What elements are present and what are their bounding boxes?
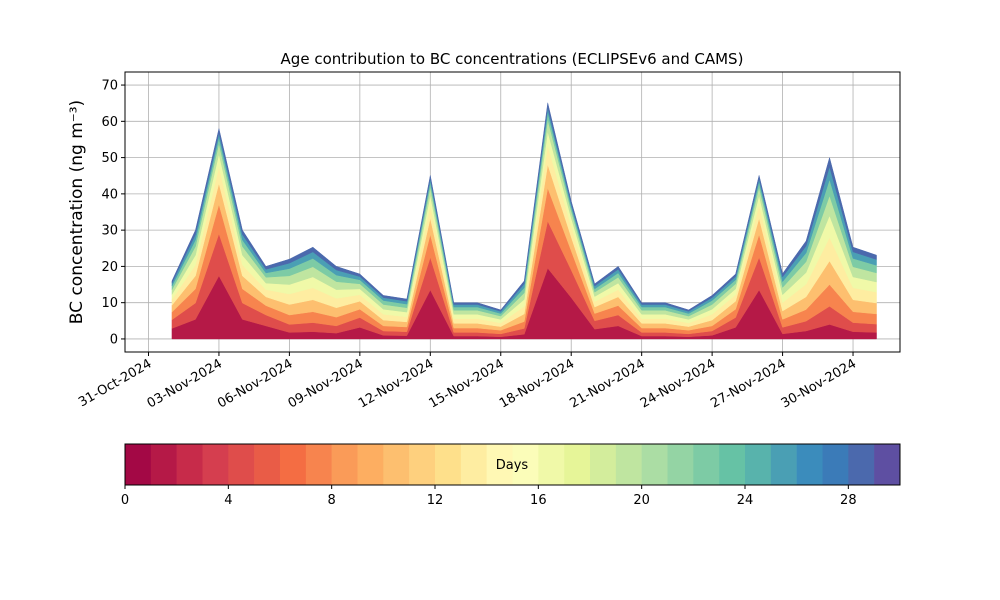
colorbar-bin	[641, 444, 668, 485]
area-layer	[171, 102, 877, 312]
x-tick-label: 06-Nov-2024	[215, 356, 295, 411]
colorbar-tick-label: 16	[530, 493, 547, 508]
colorbar-bin	[383, 444, 410, 485]
colorbar-bin	[202, 444, 229, 485]
plot-frame	[124, 71, 901, 353]
colorbar-tick-label: 20	[633, 493, 650, 508]
y-tick-label: 50	[101, 151, 118, 166]
x-tick-label: 24-Nov-2024	[638, 356, 718, 411]
colorbar-bin	[770, 444, 797, 485]
colorbar-bin	[615, 444, 642, 485]
colorbar-tick-label: 24	[737, 493, 754, 508]
colorbar-bin	[745, 444, 772, 485]
x-tick-label: 03-Nov-2024	[145, 356, 225, 411]
colorbar-bin	[590, 444, 617, 485]
colorbar-bin	[667, 444, 694, 485]
colorbar-bin	[254, 444, 281, 485]
x-tick-label: 15-Nov-2024	[426, 356, 506, 411]
colorbar-bin	[486, 444, 513, 485]
colorbar-bin	[176, 444, 203, 485]
colorbar-tick-label: 28	[840, 493, 857, 508]
colorbar-bin	[719, 444, 746, 485]
y-tick-label: 40	[101, 187, 118, 202]
x-tick-label: 30-Nov-2024	[779, 356, 859, 411]
y-axis-label: BC concentration (ng m⁻³)	[67, 100, 87, 324]
colorbar-bin	[409, 444, 436, 485]
colorbar-bin	[435, 444, 462, 485]
colorbar-bin	[874, 444, 901, 485]
colorbar-frame	[124, 443, 901, 486]
x-tick-label: 21-Nov-2024	[567, 356, 647, 411]
colorbar-bin	[357, 444, 384, 485]
colorbar-bin	[150, 444, 177, 485]
y-tick-label: 30	[101, 224, 118, 239]
colorbar-tick-label: 12	[427, 493, 444, 508]
colorbar-bin	[848, 444, 875, 485]
colorbar-bin	[564, 444, 591, 485]
colorbar-bin	[125, 444, 152, 485]
y-tick-label: 70	[101, 79, 118, 94]
chart-title: Age contribution to BC concentrations (E…	[281, 50, 744, 68]
colorbar-bin	[538, 444, 565, 485]
colorbar-tick-label: 0	[121, 493, 129, 508]
colorbar-bin	[822, 444, 849, 485]
y-tick-label: 0	[110, 332, 118, 347]
colorbar-label: Days	[496, 458, 529, 473]
colorbar-bin	[460, 444, 487, 485]
y-tick-label: 60	[101, 115, 118, 130]
colorbar-bin	[305, 444, 332, 485]
x-tick-label: 09-Nov-2024	[286, 356, 366, 411]
x-tick-label: 27-Nov-2024	[708, 356, 788, 411]
y-tick-label: 10	[101, 296, 118, 311]
colorbar-bin	[693, 444, 720, 485]
colorbar-bin	[512, 444, 539, 485]
colorbar-bin	[796, 444, 823, 485]
colorbar-bin	[280, 444, 307, 485]
x-tick-label: 31-Oct-2024	[76, 356, 154, 410]
colorbar-tick-label: 8	[328, 493, 336, 508]
colorbar-bin	[331, 444, 358, 485]
y-tick-label: 20	[101, 260, 118, 275]
colorbar-tick-label: 4	[224, 493, 232, 508]
x-tick-label: 18-Nov-2024	[497, 356, 577, 411]
x-tick-label: 12-Nov-2024	[356, 356, 436, 411]
colorbar-bin	[228, 444, 255, 485]
